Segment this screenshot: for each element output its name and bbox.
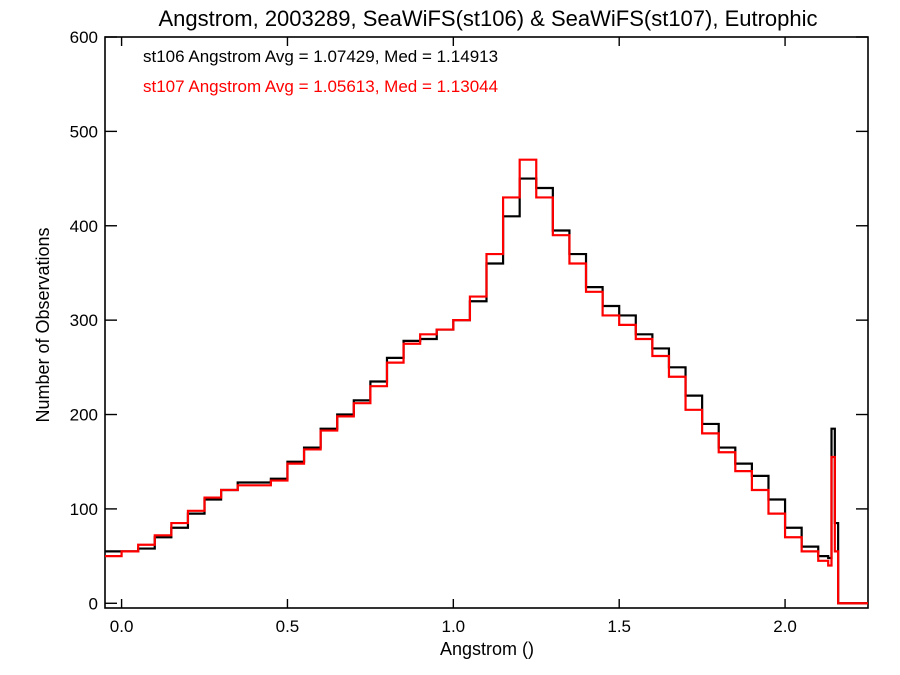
plot-area-border	[104, 36, 869, 609]
y-tick-label: 600	[70, 28, 98, 47]
y-tick-label: 400	[70, 217, 98, 236]
histogram-series-0	[105, 177, 868, 605]
x-tick-label: 1.5	[607, 617, 631, 636]
legend-entry-st107: st107 Angstrom Avg = 1.05613, Med = 1.13…	[143, 77, 498, 96]
y-tick-label: 0	[89, 594, 98, 613]
x-tick-label: 0.0	[110, 617, 134, 636]
series-layer	[105, 158, 868, 605]
y-tick-label: 200	[70, 406, 98, 425]
chart-title: Angstrom, 2003289, SeaWiFS(st106) & SeaW…	[158, 6, 817, 31]
histogram-series-1	[105, 158, 868, 605]
x-axis-label: Angstrom ()	[440, 639, 534, 659]
y-tick-label: 100	[70, 500, 98, 519]
y-tick-label: 300	[70, 311, 98, 330]
axis-ticks: 0.0 0.5 1.0 1.5 2.0 0 100 200 300 400 500 600	[70, 28, 868, 636]
y-axis-label: Number of Observations	[33, 227, 53, 422]
x-tick-label: 2.0	[773, 617, 797, 636]
x-tick-label: 0.5	[276, 617, 300, 636]
legend-entry-st106: st106 Angstrom Avg = 1.07429, Med = 1.14…	[143, 47, 498, 66]
y-tick-label: 500	[70, 122, 98, 141]
x-tick-label: 1.0	[442, 617, 466, 636]
plot-frame	[104, 36, 869, 609]
